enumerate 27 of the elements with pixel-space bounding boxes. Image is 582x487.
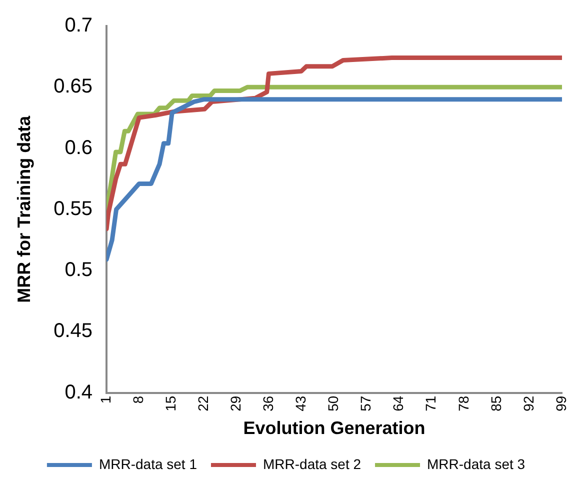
x-tick-label: 1 [97,396,114,404]
y-tick-label: 0.7 [64,14,93,37]
y-tick-label: 0.45 [54,320,93,342]
x-tick-label: 71 [422,396,439,412]
y-tick-label: 0.6 [64,136,93,159]
legend-label: MRR-data set 2 [262,456,362,472]
y-axis-title: MRR for Training data [14,114,34,303]
x-tick-label: 85 [488,396,504,412]
x-tick-label: 50 [325,396,342,412]
x-tick-label: 92 [520,396,536,412]
x-tick-label: 8 [130,396,146,404]
x-tick-label: 29 [228,396,244,412]
y-tick-label: 0.4 [64,381,93,404]
legend-label: MRR-data set 3 [427,456,526,472]
y-tick-label: 0.65 [54,76,93,98]
x-tick-label: 15 [162,396,178,412]
x-tick-label: 36 [260,396,276,412]
x-axis-title: Evolution Generation [243,418,426,438]
y-tick-label: 0.5 [64,259,93,282]
x-tick-label: 57 [358,396,374,412]
x-tick-label: 22 [194,396,211,412]
x-tick-label: 78 [455,396,472,412]
x-tick-label: 64 [390,396,406,412]
x-tick-label: 43 [292,396,309,412]
y-tick-label: 0.55 [54,198,93,220]
legend-label: MRR-data set 1 [98,456,198,472]
x-tick-label: 99 [552,396,569,412]
